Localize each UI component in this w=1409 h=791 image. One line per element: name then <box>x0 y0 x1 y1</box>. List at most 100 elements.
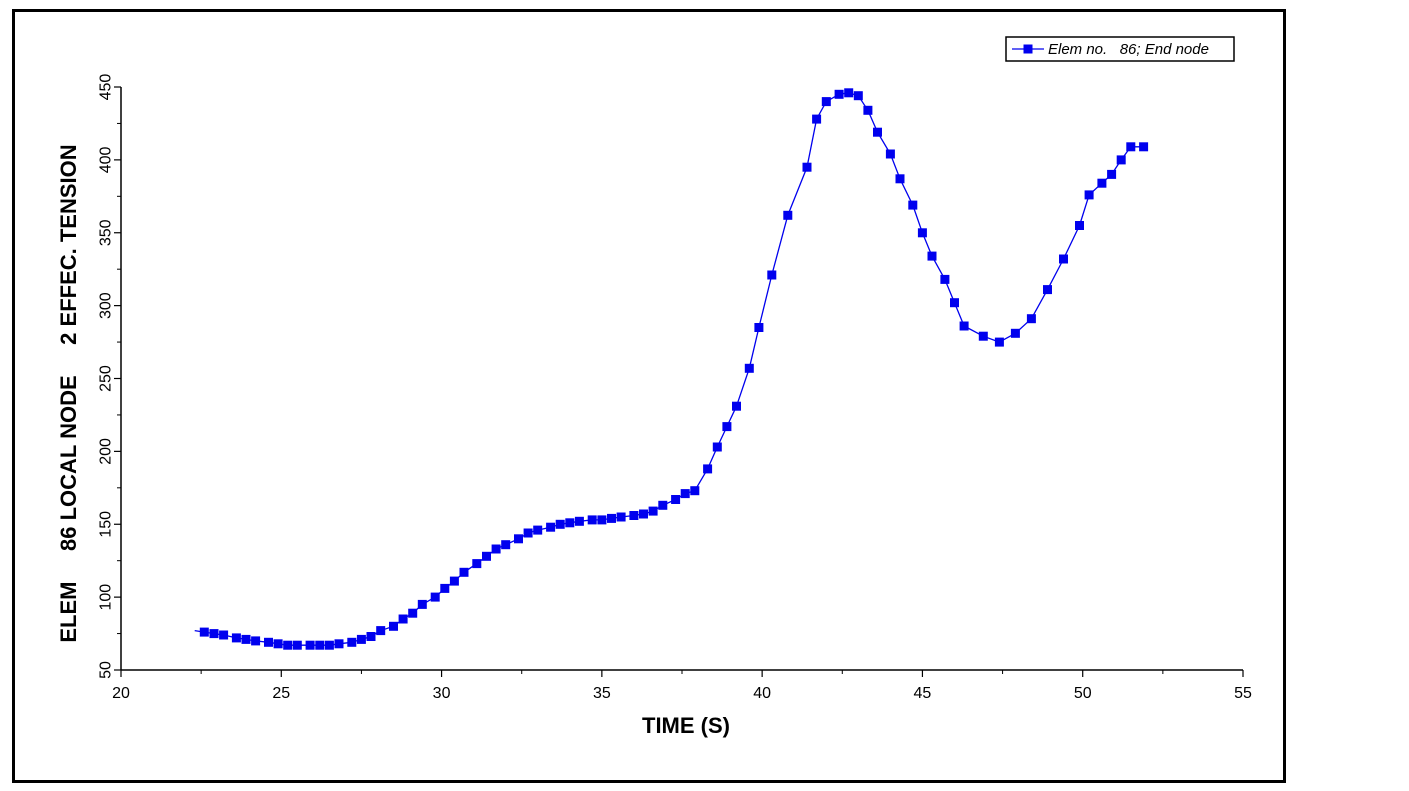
data-point <box>812 114 822 124</box>
data-point <box>834 89 844 99</box>
data-point <box>305 640 315 650</box>
data-point <box>597 515 607 525</box>
series-line <box>194 92 1144 646</box>
data-point <box>754 323 764 332</box>
y-axis-ticks: 50 100 150 200 250 300 350 400 450 <box>98 74 121 679</box>
data-point <box>324 640 334 650</box>
data-point <box>408 608 418 618</box>
data-point <box>616 512 626 522</box>
data-point <box>863 105 873 115</box>
data-point <box>744 363 754 373</box>
data-point <box>199 627 209 637</box>
legend-marker-swatch <box>1023 44 1033 54</box>
y-tick-label: 450 <box>98 74 115 101</box>
data-point <box>639 509 648 519</box>
data-point <box>732 401 741 411</box>
data-point <box>648 506 658 516</box>
y-tick-label: 400 <box>98 146 115 173</box>
data-point <box>671 495 681 504</box>
legend-box <box>1005 36 1235 62</box>
data-point <box>565 518 575 528</box>
data-point <box>356 634 366 644</box>
data-point <box>885 149 895 159</box>
data-point <box>389 621 398 631</box>
data-point <box>1043 285 1052 295</box>
data-point <box>292 640 302 650</box>
data-point <box>283 640 293 650</box>
data-point <box>895 174 905 184</box>
x-tick-label: 30 <box>433 685 451 702</box>
data-point <box>658 500 668 510</box>
legend-entry-label: Elem no. 86; End node <box>1048 41 1209 58</box>
y-tick-label: 100 <box>98 584 115 611</box>
data-point <box>251 636 261 646</box>
data-point <box>767 270 777 280</box>
data-point <box>587 515 597 525</box>
y-tick-label: 50 <box>98 661 115 679</box>
y-tick-label: 350 <box>98 219 115 246</box>
data-point <box>703 464 713 474</box>
series-layer <box>194 88 1149 650</box>
x-tick-label: 55 <box>1234 685 1252 702</box>
x-tick-label: 25 <box>272 685 290 702</box>
data-point <box>241 634 251 644</box>
data-point <box>1126 142 1136 152</box>
data-point <box>347 637 357 647</box>
data-point <box>449 576 459 586</box>
x-axis-title: TIME (S) <box>642 713 730 738</box>
y-tick-label: 200 <box>98 438 115 465</box>
data-point <box>523 528 533 538</box>
data-point <box>231 633 241 643</box>
chart-frame <box>12 9 1286 783</box>
x-tick-label: 35 <box>593 685 611 702</box>
x-tick-label: 40 <box>753 685 771 702</box>
data-point <box>482 551 491 561</box>
data-point <box>917 228 927 238</box>
data-point <box>546 522 556 532</box>
data-point <box>533 525 543 535</box>
data-point <box>1107 169 1117 179</box>
x-tick-label: 20 <box>112 685 130 702</box>
data-point <box>1075 221 1084 230</box>
data-point <box>873 127 882 137</box>
legend: Elem no. 86; End node <box>1005 36 1235 62</box>
data-point <box>927 251 937 261</box>
data-point <box>219 630 229 640</box>
data-point <box>1026 314 1036 324</box>
data-point <box>366 632 376 641</box>
data-point <box>209 629 219 639</box>
data-point <box>459 567 469 577</box>
data-point <box>950 298 959 308</box>
data-point <box>940 274 950 284</box>
data-point <box>491 544 501 554</box>
data-point <box>802 162 812 172</box>
data-point <box>1010 328 1020 338</box>
data-point <box>844 88 854 98</box>
data-point <box>273 639 283 649</box>
y-axis-title: ELEM 86 LOCAL NODE 2 EFFEC. TENSION <box>56 144 81 642</box>
data-point <box>994 337 1004 347</box>
y-tick-label: 250 <box>98 365 115 392</box>
data-point <box>959 321 969 331</box>
data-point <box>417 599 427 609</box>
data-point <box>853 91 863 101</box>
data-point <box>574 516 584 526</box>
data-point <box>1059 254 1068 264</box>
data-point <box>607 513 616 523</box>
data-point <box>264 637 273 647</box>
data-point <box>908 200 918 210</box>
data-point <box>629 511 639 520</box>
data-point <box>440 583 450 593</box>
data-point <box>1139 142 1149 152</box>
data-point <box>376 626 386 636</box>
y-tick-label: 300 <box>98 292 115 319</box>
data-point <box>1084 190 1094 200</box>
x-axis-ticks: 20 25 30 35 40 45 50 55 <box>112 670 1252 702</box>
data-point <box>978 331 988 341</box>
data-point <box>783 210 793 220</box>
axes <box>120 87 1243 671</box>
data-point <box>334 639 344 649</box>
data-point <box>398 614 408 624</box>
data-point <box>315 640 325 650</box>
